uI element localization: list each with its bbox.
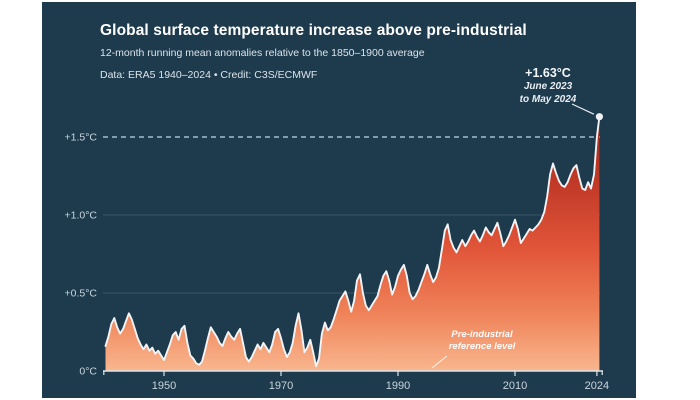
temperature-area: [105, 116, 600, 371]
preindustrial-annotation-leader-line: [431, 355, 448, 369]
latest-point-marker: [595, 113, 604, 121]
peak-annotation-period-line2: to May 2024: [519, 93, 577, 105]
y-tick-label-+0.5°C: +0.5°C: [64, 288, 97, 300]
peak-annotation-value: +1.63°C: [525, 66, 571, 80]
peak-annotation-leader-line: [571, 103, 595, 115]
x-tick-label-2010: 2010: [503, 380, 527, 392]
y-axis-labels: 0°C +0.5°C +1.0°C +1.5°C: [64, 132, 97, 378]
x-tick-label-1990: 1990: [386, 380, 410, 392]
chart-title: Global surface temperature increase abov…: [100, 22, 527, 39]
x-axis: 1950 1970 1990 2010 2024: [103, 370, 609, 392]
preindustrial-annotation-line1: Pre-industrial: [451, 329, 513, 340]
temperature-line: [104, 115, 601, 368]
preindustrial-annotation-line2: reference level: [448, 341, 516, 352]
y-tick-label-0°C: 0°C: [79, 366, 97, 378]
preindustrial-annotation: Pre-industrial reference level: [427, 329, 537, 353]
peak-annotation-period-line1: June 2023: [523, 81, 573, 92]
y-tick-label-+1.0°C: +1.0°C: [64, 210, 97, 222]
x-tick-label-1970: 1970: [269, 380, 293, 392]
chart-header: Global surface temperature increase abov…: [100, 21, 580, 82]
y-tick-label-+1.5°C: +1.5°C: [64, 132, 97, 144]
chart-subtitle: 12-month running mean anomalies relative…: [100, 47, 425, 59]
x-tick-label-2024: 2024: [585, 380, 609, 392]
peak-annotation: +1.63°C June 2023 to May 2024: [498, 66, 598, 106]
data-credit: Data: ERA5 1940–2024 • Credit: C3S/ECMWF: [100, 69, 318, 81]
x-tick-label-1950: 1950: [152, 380, 176, 392]
